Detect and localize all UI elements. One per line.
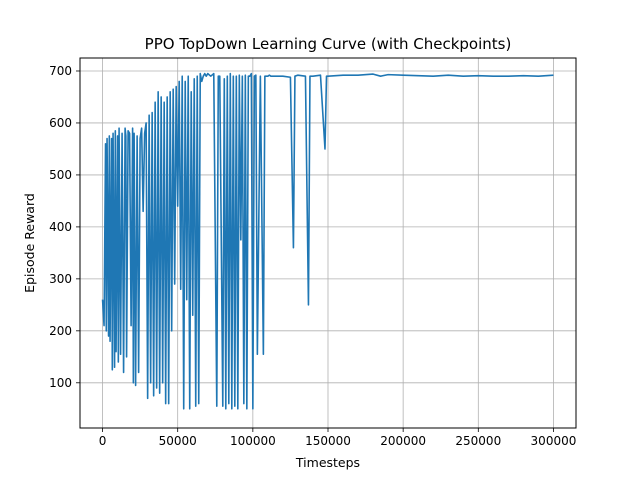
x-tick-label: 100000 [230, 434, 276, 448]
reward-series-line [101, 72, 554, 410]
y-tick-label: 300 [49, 272, 72, 286]
y-tick-label: 500 [49, 168, 72, 182]
y-tick-label: 100 [49, 376, 72, 390]
y-tick-label: 600 [49, 116, 72, 130]
x-tick-label: 300000 [531, 434, 577, 448]
x-axis-label: Timesteps [295, 455, 360, 470]
grid [80, 58, 576, 428]
x-tick-label: 250000 [455, 434, 501, 448]
series-layer [101, 72, 554, 410]
y-tick-label: 700 [49, 64, 72, 78]
x-tick-label: 150000 [305, 434, 351, 448]
y-axis-label: Episode Reward [22, 193, 37, 293]
y-tick-label: 200 [49, 324, 72, 338]
y-tick-label: 400 [49, 220, 72, 234]
chart-title: PPO TopDown Learning Curve (with Checkpo… [145, 35, 512, 53]
x-tick-label: 0 [99, 434, 107, 448]
x-tick-label: 50000 [159, 434, 197, 448]
x-tick-label: 200000 [380, 434, 426, 448]
ticks: 0 50000 100000 150000 200000 250000 300000 100 2… [49, 64, 576, 448]
